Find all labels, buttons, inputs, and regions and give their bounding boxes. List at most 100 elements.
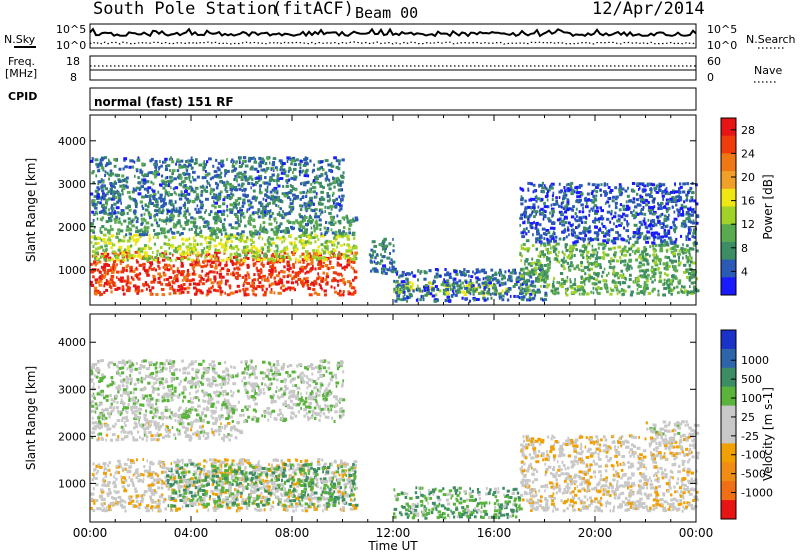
data-cell — [153, 163, 158, 167]
freq-tick-hi: 18 — [66, 55, 80, 68]
data-cell — [593, 277, 596, 281]
data-cell — [225, 190, 229, 193]
data-cell — [588, 241, 590, 244]
data-cell — [640, 209, 643, 213]
data-cell — [129, 197, 134, 201]
data-cell — [607, 247, 612, 251]
data-cell — [618, 190, 622, 194]
data-cell — [334, 290, 337, 294]
data-cell — [235, 237, 239, 240]
data-cell — [267, 242, 272, 246]
data-cell — [693, 285, 697, 289]
data-cell — [108, 197, 112, 201]
data-cell — [214, 174, 217, 178]
data-cell — [243, 173, 246, 177]
data-cell — [546, 192, 549, 196]
data-cell — [284, 287, 288, 291]
data-cell — [121, 239, 126, 243]
data-cell — [533, 215, 536, 219]
data-cell — [242, 193, 247, 197]
data-cell — [285, 227, 289, 230]
data-cell — [171, 172, 174, 176]
data-cell — [559, 272, 564, 275]
data-cell — [226, 268, 229, 272]
data-cell — [658, 187, 661, 190]
data-cell — [195, 253, 199, 257]
data-cell — [669, 258, 672, 262]
data-cell — [135, 205, 138, 209]
data-cell — [144, 254, 148, 258]
data-cell — [173, 214, 175, 218]
data-cell — [161, 209, 165, 213]
data-cell — [320, 197, 325, 201]
data-cell — [650, 269, 653, 273]
data-cell — [650, 190, 653, 194]
data-cell — [599, 287, 603, 291]
data-cell — [97, 290, 101, 294]
data-cell — [174, 223, 178, 227]
data-cell — [105, 220, 109, 224]
data-cell — [310, 281, 315, 285]
data-cell — [293, 177, 297, 181]
data-cell — [336, 261, 339, 265]
data-cell — [592, 206, 595, 210]
data-cell — [522, 295, 526, 299]
data-cell — [159, 280, 161, 284]
data-cell — [289, 258, 292, 261]
data-cell — [272, 201, 276, 205]
data-cell — [300, 220, 304, 224]
data-cell — [617, 231, 619, 235]
data-cell — [565, 203, 569, 207]
data-cell — [677, 213, 682, 217]
data-cell — [588, 209, 591, 213]
data-cell — [692, 231, 697, 235]
data-cell — [595, 278, 599, 282]
data-cell — [94, 263, 97, 267]
data-cell — [171, 285, 173, 289]
data-cell — [380, 253, 382, 257]
data-cell — [643, 273, 646, 277]
data-cell — [486, 283, 490, 287]
data-cell — [207, 226, 212, 230]
data-cell — [568, 253, 571, 257]
data-cell — [294, 175, 298, 179]
data-cell — [634, 205, 638, 209]
data-cell — [207, 224, 209, 228]
data-cell — [535, 212, 538, 216]
data-cell — [342, 195, 344, 199]
data-cell — [178, 206, 183, 210]
data-cell — [241, 249, 246, 253]
data-cell — [581, 250, 586, 253]
data-cell — [271, 188, 276, 192]
data-cell — [278, 211, 281, 215]
data-cell — [303, 161, 308, 165]
data-cell — [304, 171, 308, 175]
data-cell — [636, 282, 639, 285]
data-cell — [295, 195, 299, 198]
data-cell — [277, 255, 281, 258]
data-cell — [651, 280, 654, 284]
data-cell — [586, 260, 589, 264]
data-cell — [168, 191, 170, 195]
nsearch-label: N.Search — [746, 33, 796, 46]
data-cell — [103, 184, 106, 188]
data-cell — [302, 244, 305, 247]
data-cell — [116, 276, 118, 279]
data-cell — [239, 219, 242, 223]
data-cell — [623, 245, 627, 249]
data-cell — [154, 209, 157, 213]
data-cell — [573, 190, 576, 194]
data-cell — [539, 251, 542, 255]
data-cell — [190, 166, 193, 170]
data-cell — [279, 291, 282, 295]
data-cell — [352, 257, 356, 261]
data-cell — [266, 238, 269, 242]
data-cell — [279, 177, 284, 180]
data-cell — [231, 193, 235, 197]
data-cell — [570, 291, 575, 295]
data-cell — [286, 267, 290, 271]
data-cell — [137, 229, 141, 233]
data-cell — [220, 171, 223, 175]
data-cell — [543, 298, 548, 301]
data-cell — [215, 289, 220, 293]
